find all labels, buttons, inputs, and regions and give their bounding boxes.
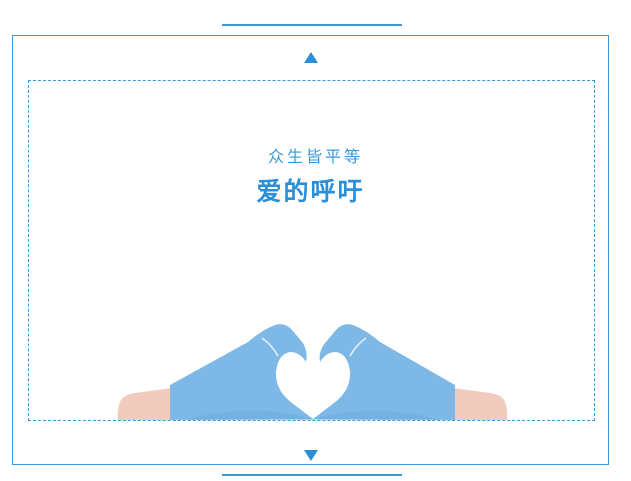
- inner-dashed-frame: [28, 80, 595, 421]
- triangle-up-icon: [304, 52, 318, 63]
- triangle-down-icon: [304, 450, 318, 461]
- title: 爱的呼吁: [256, 177, 365, 206]
- subtitle: 众生皆平等: [267, 147, 363, 166]
- bottom-divider: [222, 474, 402, 476]
- top-divider: [222, 24, 402, 26]
- outer-frame: [12, 35, 609, 465]
